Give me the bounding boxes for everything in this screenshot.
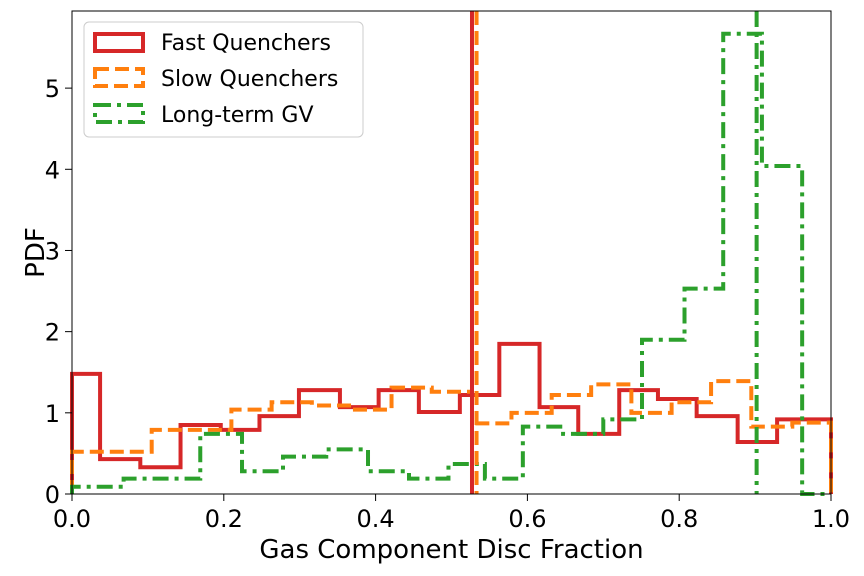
y-tick-label: 4 xyxy=(45,156,60,184)
y-axis-label: PDF xyxy=(21,227,51,278)
y-tick-label: 3 xyxy=(45,237,60,265)
histogram-long-term-gv xyxy=(70,31,831,496)
x-tick-label: 0.8 xyxy=(660,505,698,533)
y-tick-label: 0 xyxy=(45,481,60,509)
x-tick-label: 0.2 xyxy=(205,505,243,533)
x-tick-label: 1.0 xyxy=(812,505,850,533)
ticks-layer: 0.0 0.2 0.4 0.6 0.8 1.0 0 1 2 3 4 5 xyxy=(45,75,850,533)
y-tick-label: 5 xyxy=(45,75,60,103)
y-tick-label: 2 xyxy=(45,319,60,347)
x-tick-label: 0.4 xyxy=(357,505,395,533)
x-tick-label: 0.0 xyxy=(53,505,91,533)
plot-frame xyxy=(71,10,832,495)
legend-box xyxy=(83,21,364,138)
y-tick-label: 1 xyxy=(45,400,60,428)
legend-swatch-long-term-gv xyxy=(93,103,145,124)
histogram-fast-quenchers xyxy=(70,341,833,494)
x-tick-label: 0.6 xyxy=(508,505,546,533)
x-axis-label: Gas Component Disc Fraction xyxy=(259,535,643,565)
legend-label-slow-quenchers: Slow Quenchers xyxy=(161,67,338,92)
legend-swatch-slow-quenchers xyxy=(93,67,145,88)
legend-label-long-term-gv: Long-term GV xyxy=(161,103,314,128)
legend-swatch-fast-quenchers xyxy=(93,32,145,53)
legend-label-fast-quenchers: Fast Quenchers xyxy=(161,31,331,56)
series-layer xyxy=(70,11,833,496)
legend: Fast Quenchers Slow Quenchers Long-term … xyxy=(83,21,364,138)
